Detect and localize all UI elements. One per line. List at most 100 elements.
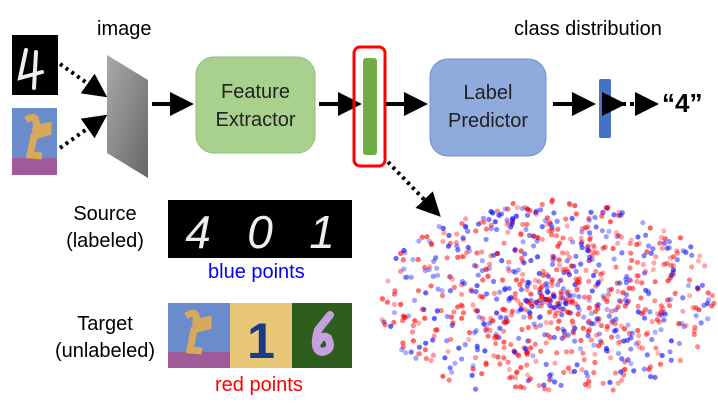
red-point <box>615 380 621 386</box>
red-point <box>518 231 524 238</box>
blue-point <box>551 294 557 300</box>
red-point <box>505 359 511 365</box>
blue-point <box>483 327 489 334</box>
blue-point <box>431 258 437 264</box>
blue-point <box>483 291 490 297</box>
blue-point <box>537 322 544 328</box>
blue-point <box>631 368 637 374</box>
red-point <box>687 293 693 299</box>
red-point <box>527 314 533 320</box>
blue-point <box>434 272 441 278</box>
source-digits-image: 4 0 1 <box>168 200 352 258</box>
red-point <box>449 276 456 282</box>
red-point <box>483 326 489 333</box>
red-point <box>519 277 525 284</box>
red-point <box>445 348 451 355</box>
red-point <box>514 369 520 375</box>
blue-point <box>623 276 629 282</box>
blue-point <box>497 314 504 320</box>
blue-point <box>521 260 527 266</box>
red-point <box>543 319 549 326</box>
blue-point <box>403 350 409 356</box>
red-point <box>490 318 496 324</box>
blue-point <box>588 310 595 316</box>
red-point <box>554 267 560 273</box>
blue-point <box>426 238 433 244</box>
red-point <box>379 295 386 301</box>
blue-point <box>481 321 487 327</box>
class-distribution-label: class distribution <box>514 18 662 40</box>
blue-point <box>473 328 479 334</box>
red-point <box>588 337 594 343</box>
label-predictor-label-2: Predictor <box>447 110 529 132</box>
red-point <box>680 308 686 314</box>
red-point <box>385 278 391 284</box>
blue-point <box>439 288 445 294</box>
blue-point <box>522 251 528 257</box>
red-point <box>415 256 421 263</box>
red-point <box>559 250 566 256</box>
red-point <box>629 257 635 263</box>
blue-point <box>456 345 462 351</box>
blue-point <box>531 233 537 239</box>
red-point <box>525 324 531 331</box>
red-point <box>533 358 539 364</box>
blue-point <box>452 360 458 366</box>
blue-point <box>416 344 423 350</box>
red-point <box>536 382 542 389</box>
blue-point <box>408 274 414 280</box>
red-point <box>549 277 555 283</box>
red-point <box>547 297 553 304</box>
blue-point <box>426 266 432 273</box>
blue-point <box>661 240 667 246</box>
blue-point <box>643 232 649 238</box>
blue-point <box>581 314 587 320</box>
blue-point <box>543 281 549 287</box>
red-point <box>522 204 528 211</box>
red-point <box>538 303 544 309</box>
red-point <box>600 380 606 386</box>
red-point <box>431 333 437 339</box>
blue-point <box>486 216 492 223</box>
red-point <box>419 234 425 240</box>
red-point <box>532 341 538 347</box>
red-point <box>501 355 507 362</box>
red-point <box>451 309 457 315</box>
red-point <box>493 340 499 347</box>
blue-point <box>404 274 410 280</box>
blue-point <box>391 309 398 316</box>
blue-point <box>560 326 566 332</box>
red-point <box>483 226 490 232</box>
red-point <box>483 266 489 273</box>
feature-extractor-box <box>195 56 316 154</box>
blue-point <box>449 322 455 329</box>
red-point <box>647 225 653 231</box>
red-point <box>626 330 632 337</box>
source-label-2: (labeled) <box>66 230 144 252</box>
blue-point <box>446 232 452 238</box>
red-point <box>444 255 450 261</box>
blue-point <box>502 286 508 293</box>
label-predictor-box <box>429 58 547 157</box>
red-point <box>528 345 534 351</box>
blue-point <box>685 282 691 289</box>
red-point <box>630 285 636 291</box>
blue-point <box>402 274 408 281</box>
red-point <box>500 354 507 360</box>
blue-point <box>650 246 656 252</box>
red-point <box>506 259 512 265</box>
red-point <box>566 299 573 305</box>
red-point <box>515 353 522 359</box>
blue-point <box>575 304 581 310</box>
blue-point <box>518 305 525 312</box>
red-point <box>459 303 465 309</box>
red-point <box>505 206 511 212</box>
red-point <box>616 232 622 239</box>
blue-point <box>527 310 533 316</box>
red-point <box>563 266 569 272</box>
red-point <box>544 215 551 221</box>
red-point <box>472 355 479 361</box>
blue-point <box>515 267 521 273</box>
red-point <box>547 220 553 226</box>
red-point <box>539 294 545 300</box>
